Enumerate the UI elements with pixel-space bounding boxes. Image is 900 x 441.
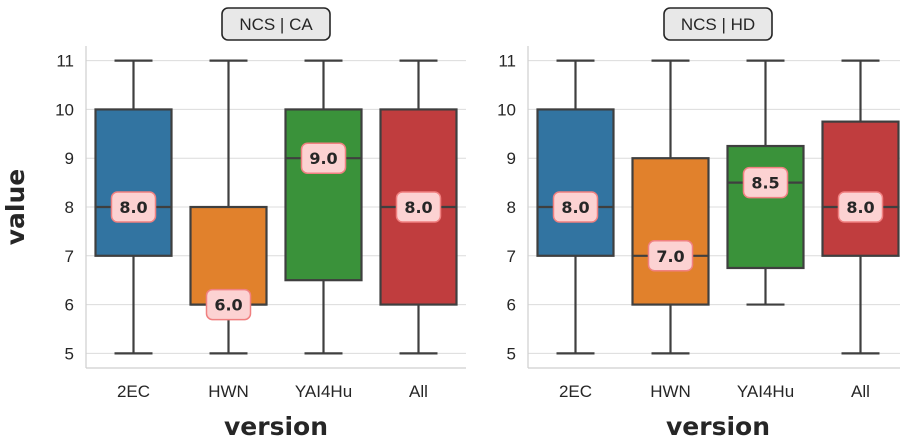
median-label: 9.0: [309, 149, 337, 168]
panel-title-box: [221, 7, 331, 41]
median-label: 6.0: [214, 296, 242, 315]
median-label-bg: [837, 191, 884, 223]
box-rect: [189, 205, 268, 306]
median-label-bg: [647, 240, 694, 272]
panel-title: NCS | HD: [681, 15, 755, 34]
x-tick-label: All: [409, 382, 428, 401]
median-label-bg: [742, 166, 789, 199]
box-rect: [536, 108, 615, 257]
y-tick-label: 6: [65, 296, 74, 315]
panel-2: 5 6 7 8 9 10 11 8.0 2EC 7.0 HWN 8.5 YAI4Hu 8.0 All NCS …: [497, 7, 900, 441]
y-axis-title: value: [1, 169, 30, 246]
box-All: 8.0: [821, 59, 900, 355]
median-label-bg: [395, 191, 442, 223]
panel-title-box: [663, 7, 773, 41]
x-tick-label: 2EC: [559, 382, 592, 401]
box-rect: [821, 120, 900, 257]
median-label-bg: [205, 288, 252, 321]
median-label: 8.0: [404, 198, 432, 217]
y-tick-label: 7: [507, 247, 516, 266]
box-HWN: 6.0: [189, 59, 268, 355]
y-tick-label: 8: [65, 198, 74, 217]
x-tick-label: YAI4Hu: [737, 382, 794, 401]
y-tick-label: 9: [65, 149, 74, 168]
y-tick-label: 9: [507, 149, 516, 168]
box-YAI4Hu: 8.5: [726, 59, 805, 306]
box-HWN: 7.0: [631, 59, 710, 355]
median-label-bg: [110, 191, 157, 223]
box-2EC: 8.0: [536, 59, 615, 355]
median-label-bg: [300, 142, 347, 174]
box-rect: [631, 157, 710, 306]
median-label-bg: [552, 191, 599, 223]
box-rect: [94, 108, 173, 257]
y-tick-label: 8: [507, 198, 516, 217]
x-axis-title: version: [224, 412, 328, 441]
x-tick-label: 2EC: [117, 382, 150, 401]
y-tick-label: 10: [497, 100, 516, 119]
median-label: 8.0: [561, 198, 589, 217]
y-tick-label: 7: [65, 247, 74, 266]
y-tick-label: 10: [55, 100, 74, 119]
median-label: 8.0: [846, 198, 874, 217]
y-tick-label: 6: [507, 296, 516, 315]
x-tick-label: HWN: [208, 382, 249, 401]
box-rect: [726, 144, 805, 270]
x-tick-label: YAI4Hu: [295, 382, 352, 401]
median-label: 7.0: [656, 247, 684, 266]
y-tick-label: 11: [498, 52, 516, 71]
box-2EC: 8.0: [94, 59, 173, 355]
median-label: 8.5: [751, 174, 779, 193]
y-tick-label: 5: [65, 344, 74, 363]
median-label: 8.0: [119, 198, 147, 217]
x-axis-title: version: [666, 412, 770, 441]
box-YAI4Hu: 9.0: [284, 59, 363, 355]
x-tick-label: HWN: [650, 382, 691, 401]
box-rect: [284, 108, 363, 282]
y-tick-label: 5: [507, 344, 516, 363]
x-tick-label: All: [851, 382, 870, 401]
panel-title: NCS | CA: [239, 15, 313, 34]
panel-1: 5 6 7 8 9 10 11 8.0 2EC 6.0 HWN 9.0 YAI4Hu 8.0 All NCS …: [1, 7, 466, 441]
box-All: 8.0: [379, 59, 458, 355]
y-tick-label: 11: [56, 52, 74, 71]
